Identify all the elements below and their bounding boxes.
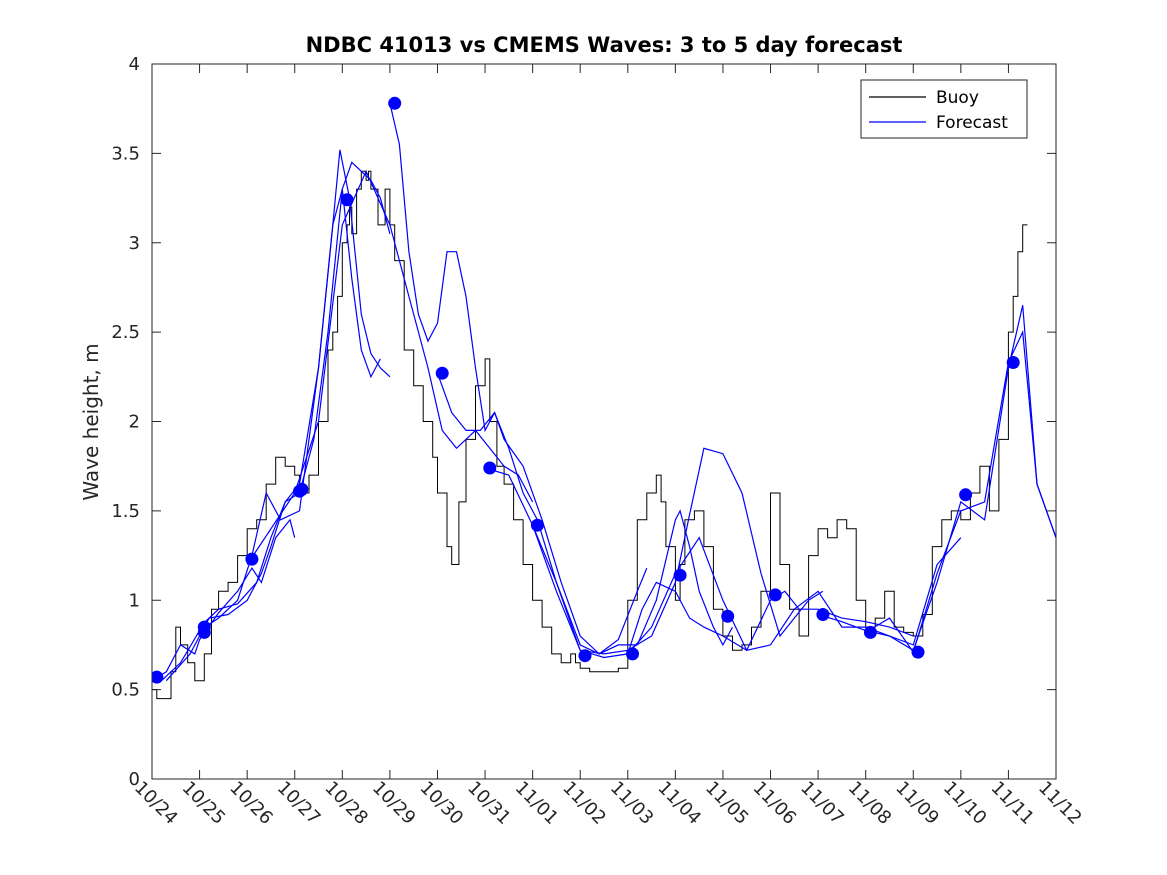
forecast-series-line-6 <box>389 103 648 655</box>
forecast-series-line-1 <box>152 518 296 682</box>
legend-box <box>860 79 1028 139</box>
chart-title: NDBC 41013 vs CMEMS Waves: 3 to 5 day fo… <box>306 33 903 57</box>
x-tick-label: 11/09 <box>891 777 943 829</box>
forecast-start-marker <box>911 645 925 659</box>
x-tick-label: 10/26 <box>225 777 277 829</box>
forecast-start-marker <box>483 461 497 475</box>
y-tick-label: 2 <box>129 412 140 433</box>
forecast-start-marker <box>721 609 735 623</box>
x-tick-label: 11/05 <box>701 777 753 829</box>
x-tick-label: 10/31 <box>463 777 515 829</box>
forecast-series-line-4 <box>199 161 391 628</box>
x-tick-label: 11/01 <box>511 777 563 829</box>
x-tick-label: 11/11 <box>987 777 1039 829</box>
forecast-start-marker <box>673 568 687 582</box>
y-tick-label: 3.5 <box>111 143 140 164</box>
forecast-start-marker <box>295 482 309 496</box>
y-tick-label: 0 <box>129 769 140 790</box>
x-tick-label: 10/27 <box>273 777 325 829</box>
x-tick-label: 10/29 <box>368 777 420 829</box>
forecast-start-marker <box>768 588 782 602</box>
forecast-series-line-10 <box>627 536 962 655</box>
legend: Buoy Forecast <box>860 79 1028 139</box>
forecast-start-marker <box>197 620 211 634</box>
legend-buoy-label: Buoy <box>936 88 979 108</box>
y-tick-label: 4 <box>129 54 140 75</box>
x-tick-label: 10/30 <box>416 777 468 829</box>
forecast-start-marker <box>816 608 830 621</box>
forecast-start-marker <box>530 518 544 532</box>
forecast-start-marker <box>340 193 354 207</box>
y-tick-label: 1 <box>129 590 140 611</box>
axes: 00.511.522.533.5410/2410/2510/2610/2710/… <box>111 54 1085 829</box>
x-tick-label: 11/08 <box>844 777 896 829</box>
x-tick-label: 11/07 <box>796 777 848 829</box>
plot-area <box>152 96 1056 700</box>
forecast-series-line-9 <box>532 524 914 659</box>
forecast-start-marker <box>245 552 259 566</box>
x-tick-label: 10/28 <box>320 777 372 829</box>
y-tick-label: 0.5 <box>111 680 140 701</box>
forecast-start-marker <box>959 488 973 502</box>
forecast-series-line-12 <box>865 329 1056 654</box>
forecast-start-marker <box>626 647 639 661</box>
x-tick-label: 11/03 <box>606 777 658 829</box>
x-tick-label: 10/24 <box>130 777 182 829</box>
forecast-start-marker <box>1006 356 1020 369</box>
forecast-series-line-2 <box>161 188 381 682</box>
forecast-series-line-5 <box>246 169 534 565</box>
forecast-series-line-7 <box>436 372 734 655</box>
y-tick-label: 2.5 <box>111 322 140 343</box>
forecast-start-marker <box>578 649 592 663</box>
forecast-series-line-8 <box>484 447 824 655</box>
x-tick-label: 10/25 <box>178 777 230 829</box>
forecast-start-marker <box>863 625 877 639</box>
y-axis-label: Wave height, m <box>79 343 103 500</box>
legend-forecast-label: Forecast <box>936 113 1008 133</box>
forecast-start-marker <box>152 670 164 684</box>
y-tick-label: 3 <box>129 233 140 254</box>
buoy-series-line <box>152 170 1028 700</box>
x-tick-label: 11/06 <box>749 777 801 829</box>
x-tick-label: 11/02 <box>558 777 610 829</box>
y-tick-label: 1.5 <box>111 501 140 522</box>
x-tick-label: 11/10 <box>939 777 991 829</box>
x-tick-label: 11/04 <box>653 777 705 829</box>
x-tick-label: 11/12 <box>1034 777 1086 829</box>
forecast-start-marker <box>388 96 402 110</box>
forecast-series-line-11 <box>817 305 1056 652</box>
forecast-start-marker <box>435 366 449 380</box>
